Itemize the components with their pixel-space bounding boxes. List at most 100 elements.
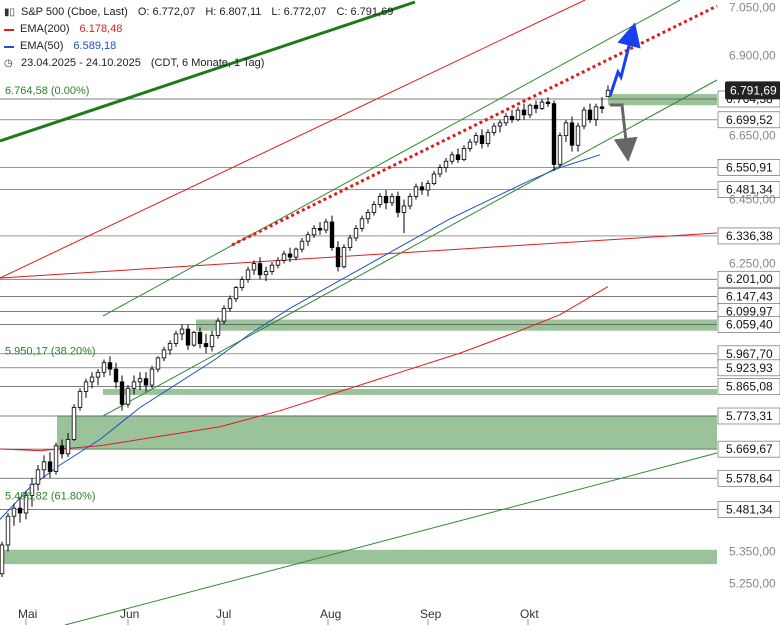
candle: [455, 148, 461, 163]
chart-settings: (CDT, 6 Monate, 1 Tag): [150, 57, 265, 69]
ema200-swatch: [4, 28, 14, 31]
candle: [551, 100, 557, 171]
candle: [395, 191, 401, 218]
price-box: [717, 111, 780, 129]
bearish-scenario-arrow: [610, 103, 638, 162]
candle-body-up: [35, 469, 41, 485]
price-axis: 6.764,586.699,526.550,916.481,346.336,38…: [717, 1, 780, 590]
candle-body-up: [251, 263, 257, 271]
candle: [473, 132, 479, 146]
candle: [581, 106, 587, 130]
candle: [299, 237, 305, 253]
candle: [131, 375, 137, 395]
chart-legend: ▮▯ S&P 500 (Cboe, Last) O: 6.772,07 H: 6…: [4, 4, 393, 72]
candle-body-up: [485, 132, 491, 145]
candle: [167, 340, 173, 355]
candle-body-up: [0, 544, 5, 575]
candle: [95, 369, 101, 386]
candle: [203, 333, 209, 354]
candle-body-up: [389, 196, 395, 204]
price-text: 5.923,93: [726, 361, 773, 375]
candle-body-down: [329, 221, 335, 248]
candle-body-down: [119, 381, 125, 405]
candle: [545, 97, 551, 107]
price-text: 5.865,08: [726, 380, 773, 394]
horizontal-levels: [0, 98, 717, 510]
candle-body-up: [149, 368, 155, 386]
price-label: 6.201,00: [717, 270, 780, 288]
y-tick-label: 5.250,00: [729, 576, 776, 590]
candle-body-up: [137, 378, 143, 383]
candle-body-up: [167, 343, 173, 351]
candle-body-down: [317, 227, 323, 231]
close-value: C: 6.791,69: [336, 6, 394, 18]
fib-label: 5.950,17 (38.20%): [5, 345, 96, 357]
candle: [275, 257, 281, 269]
candle: [35, 465, 41, 491]
candle-body-up: [581, 109, 587, 127]
candle-body-down: [335, 247, 341, 268]
candle-body-up: [341, 247, 347, 268]
y-tick-label: 5.350,00: [729, 544, 776, 558]
candle: [401, 199, 407, 234]
price-box: [717, 501, 780, 518]
candle-body-down: [395, 196, 401, 213]
candle-body-up: [401, 205, 407, 213]
candle-body-down: [107, 362, 113, 370]
candle: [293, 247, 299, 261]
candle: [107, 356, 113, 376]
candle-body-down: [599, 106, 605, 109]
candle: [389, 193, 395, 206]
candle-body-up: [575, 125, 581, 146]
candle: [197, 327, 203, 349]
candle: [77, 388, 83, 411]
candle-body-up: [29, 483, 35, 496]
time-axis: Mai Jun Jul Aug Sep Okt: [18, 607, 539, 625]
candle-body-up: [41, 461, 47, 471]
candle: [311, 225, 317, 238]
x-tick-label: Aug: [320, 607, 341, 621]
candle: [209, 330, 215, 352]
scenario-arrows: [608, 22, 641, 162]
candle-body-up: [323, 221, 329, 231]
candle-body-up: [473, 135, 479, 143]
last-price-label: 6.791,69: [725, 81, 780, 100]
candle: [461, 145, 467, 162]
candle-body-up: [5, 515, 11, 546]
price-label: 6.147,43: [717, 288, 780, 305]
x-tick-label: Okt: [520, 607, 539, 621]
candle-body-up: [491, 125, 497, 133]
price-text: 5.481,34: [726, 502, 773, 516]
candle-body-up: [239, 279, 245, 288]
price-label: 5.669,67: [717, 440, 780, 458]
candle: [467, 138, 473, 152]
candle-body-up: [95, 371, 101, 378]
candle: [53, 442, 59, 475]
price-box: [717, 440, 780, 458]
candle: [335, 241, 341, 272]
candle-body-up: [83, 381, 89, 392]
candle: [101, 359, 107, 378]
candle-body-up: [425, 183, 431, 191]
ema200-line: [0, 286, 609, 452]
candle: [377, 193, 383, 208]
candle-body-down: [185, 328, 191, 346]
candle: [497, 119, 503, 133]
trend-line-red-upper: [0, 0, 586, 279]
price-box: [717, 270, 780, 288]
candle: [575, 122, 581, 152]
candle: [479, 129, 485, 149]
candle-body-up: [359, 218, 365, 229]
candle: [65, 433, 71, 458]
last-price-text: 6.791,69: [730, 83, 777, 97]
candle-body-up: [233, 287, 239, 300]
last-price-box: [725, 81, 780, 100]
price-box: [717, 227, 780, 245]
candle: [41, 455, 47, 478]
candle: [17, 497, 23, 523]
candle-body-up: [215, 320, 221, 336]
candle-body-down: [383, 196, 389, 204]
fib-label: 6.764,58 (0.00%): [5, 85, 89, 97]
candle: [347, 234, 353, 251]
candle-body-up: [557, 135, 563, 165]
